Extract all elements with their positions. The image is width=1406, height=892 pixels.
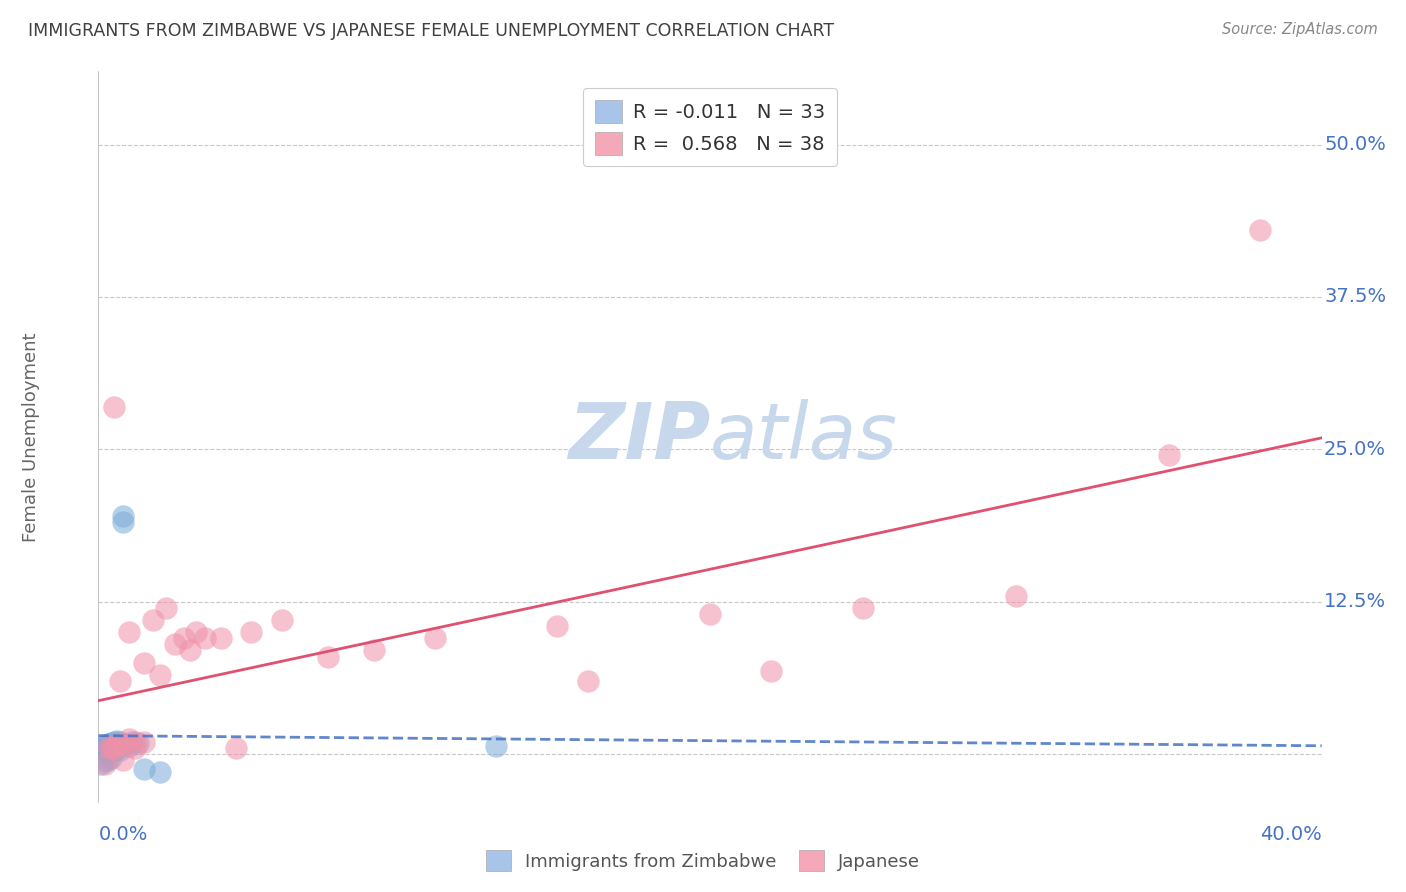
Point: [485, 739, 508, 753]
Point: [111, 737, 134, 751]
Point: [105, 733, 128, 747]
Legend: Immigrants from Zimbabwe, Japanese: Immigrants from Zimbabwe, Japanese: [478, 843, 928, 879]
Point: [134, 762, 156, 776]
Text: 40.0%: 40.0%: [1260, 825, 1322, 844]
Text: Female Unemployment: Female Unemployment: [22, 333, 41, 541]
Point: [852, 600, 875, 615]
Point: [93, 756, 115, 771]
Point: [142, 613, 165, 627]
Text: IMMIGRANTS FROM ZIMBABWE VS JAPANESE FEMALE UNEMPLOYMENT CORRELATION CHART: IMMIGRANTS FROM ZIMBABWE VS JAPANESE FEM…: [28, 22, 834, 40]
Point: [108, 743, 131, 757]
Point: [149, 667, 172, 681]
Point: [423, 632, 446, 646]
Point: [97, 746, 120, 760]
Point: [173, 632, 195, 646]
Point: [100, 750, 122, 764]
Point: [121, 735, 143, 749]
Point: [105, 742, 128, 756]
Point: [270, 613, 292, 627]
Point: [134, 735, 156, 749]
Point: [90, 742, 112, 756]
Point: [103, 735, 125, 749]
Point: [108, 735, 131, 749]
Point: [97, 739, 120, 754]
Point: [90, 756, 112, 771]
Point: [163, 637, 186, 651]
Text: ZIP: ZIP: [568, 399, 710, 475]
Point: [100, 742, 122, 756]
Point: [363, 643, 385, 657]
Point: [97, 739, 120, 754]
Point: [97, 740, 120, 755]
Point: [103, 740, 125, 755]
Point: [155, 600, 177, 615]
Point: [100, 739, 122, 753]
Point: [127, 736, 149, 750]
Point: [1157, 449, 1180, 463]
Text: 37.5%: 37.5%: [1324, 287, 1386, 306]
Point: [97, 753, 120, 767]
Point: [209, 632, 232, 646]
Point: [111, 509, 134, 524]
Point: [103, 400, 125, 414]
Point: [316, 649, 339, 664]
Point: [186, 625, 208, 640]
Point: [1004, 589, 1026, 603]
Point: [225, 740, 247, 755]
Point: [100, 740, 122, 755]
Point: [108, 673, 131, 688]
Text: 12.5%: 12.5%: [1324, 592, 1386, 611]
Point: [118, 625, 141, 640]
Point: [103, 739, 125, 754]
Point: [97, 743, 120, 757]
Point: [90, 739, 112, 754]
Point: [194, 632, 217, 646]
Point: [576, 673, 599, 688]
Point: [111, 516, 134, 530]
Point: [93, 743, 115, 757]
Point: [105, 737, 128, 751]
Point: [759, 664, 782, 678]
Point: [179, 643, 201, 657]
Legend: R = -0.011   N = 33, R =  0.568   N = 38: R = -0.011 N = 33, R = 0.568 N = 38: [583, 88, 837, 167]
Point: [93, 739, 115, 753]
Point: [1249, 223, 1271, 237]
Point: [149, 765, 172, 780]
Point: [118, 732, 141, 747]
Text: atlas: atlas: [710, 399, 898, 475]
Text: 50.0%: 50.0%: [1324, 135, 1386, 154]
Point: [93, 755, 115, 769]
Point: [111, 753, 134, 767]
Point: [240, 625, 263, 640]
Point: [97, 737, 120, 751]
Point: [93, 740, 115, 755]
Point: [134, 656, 156, 670]
Text: Source: ZipAtlas.com: Source: ZipAtlas.com: [1222, 22, 1378, 37]
Text: 0.0%: 0.0%: [98, 825, 148, 844]
Point: [699, 607, 721, 621]
Point: [100, 736, 122, 750]
Point: [103, 743, 125, 757]
Point: [118, 739, 141, 753]
Point: [124, 735, 146, 749]
Point: [115, 737, 138, 751]
Point: [546, 619, 568, 633]
Text: 25.0%: 25.0%: [1324, 440, 1386, 458]
Point: [124, 740, 146, 755]
